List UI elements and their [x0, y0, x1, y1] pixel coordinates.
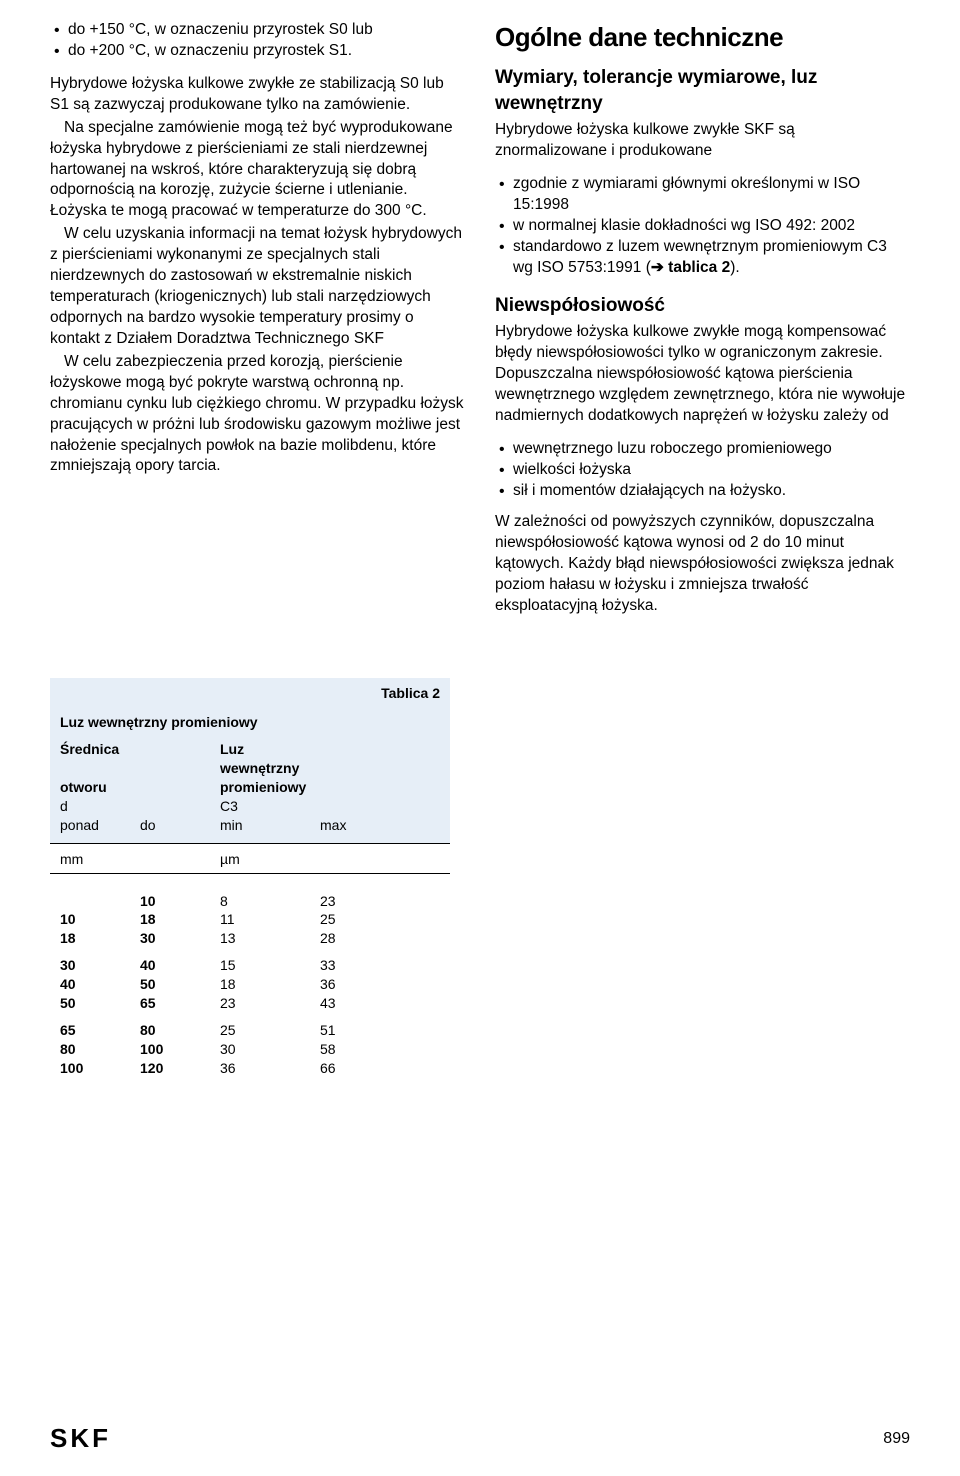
- paragraph: W celu uzyskania informacji na temat łoż…: [50, 224, 465, 350]
- right-bullets-a: zgodnie z wymiarami głównymi określonymi…: [495, 174, 910, 279]
- table-cell: 10: [140, 892, 220, 911]
- table-cell: 25: [220, 1021, 320, 1040]
- table-cell: 100: [140, 1040, 220, 1059]
- right-column: Ogólne dane techniczne Wymiary, toleranc…: [495, 20, 910, 618]
- col-header: Luz wewnętrzny: [220, 740, 320, 778]
- table-cell: 18: [220, 975, 320, 994]
- table-cell: 120: [140, 1059, 220, 1078]
- bullet-text-tail: ).: [730, 259, 739, 276]
- table-cell: 11: [220, 910, 320, 929]
- bullet-item: do +150 °C, w oznaczeniu przyrostek S0 l…: [50, 20, 465, 41]
- table-cell: 36: [220, 1059, 320, 1078]
- page-number: 899: [883, 1430, 910, 1448]
- table-cell: 18: [140, 910, 220, 929]
- section-heading: Ogólne dane techniczne: [495, 20, 910, 55]
- skf-logo: SKF: [50, 1423, 111, 1454]
- paragraph: W zależności od powyższych czynników, do…: [495, 512, 910, 617]
- table-row: 1001203666: [60, 1059, 440, 1078]
- subsection-heading: Wymiary, tolerancje wymiarowe, luz wewnę…: [495, 65, 910, 116]
- paragraph: Hybrydowe łożyska kulkowe zwykłe mogą ko…: [495, 322, 910, 427]
- right-bullets-b: wewnętrznego luzu roboczego promienioweg…: [495, 439, 910, 502]
- bullet-item: wewnętrznego luzu roboczego promienioweg…: [495, 439, 910, 460]
- table-row: 40501836: [60, 975, 440, 994]
- table-cell: [60, 892, 140, 911]
- table-group: 658025518010030581001203666: [60, 1021, 440, 1078]
- col-header: promieniowy: [220, 778, 320, 797]
- table-cell: 66: [320, 1059, 400, 1078]
- table-cell: 15: [220, 956, 320, 975]
- left-top-bullets: do +150 °C, w oznaczeniu przyrostek S0 l…: [50, 20, 465, 62]
- table-cell: 10: [60, 910, 140, 929]
- left-column: do +150 °C, w oznaczeniu przyrostek S0 l…: [50, 20, 465, 618]
- clearance-table: Tablica 2 Luz wewnętrzny promieniowy Śre…: [50, 678, 450, 1089]
- table-cell: 100: [60, 1059, 140, 1078]
- table-cell: 40: [60, 975, 140, 994]
- table-cell: 25: [320, 910, 400, 929]
- page-footer: SKF 899: [50, 1423, 910, 1454]
- table-cell: 51: [320, 1021, 400, 1040]
- table-data: 1082310181125183013283040153340501836506…: [50, 874, 450, 1090]
- table-cell: 8: [220, 892, 320, 911]
- bullet-item: zgodnie z wymiarami głównymi określonymi…: [495, 174, 910, 216]
- bullet-item: wielkości łożyska: [495, 460, 910, 481]
- paragraph: Hybrydowe łożyska kulkowe zwykłe ze stab…: [50, 74, 465, 116]
- table-cell: 23: [220, 994, 320, 1013]
- unit-mm: mm: [60, 850, 140, 869]
- col-header: otworu: [60, 778, 140, 797]
- table-cell: 40: [140, 956, 220, 975]
- table-cell: 80: [140, 1021, 220, 1040]
- table-cell: 30: [60, 956, 140, 975]
- table-row: 65802551: [60, 1021, 440, 1040]
- col-header: C3: [220, 797, 320, 816]
- table-cell: 30: [140, 929, 220, 948]
- table-cell: 50: [60, 994, 140, 1013]
- col-header: d: [60, 797, 140, 816]
- table-title: Luz wewnętrzny promieniowy: [60, 713, 258, 732]
- bullet-item: standardowo z luzem wewnętrznym promieni…: [495, 237, 910, 279]
- table-cell: 30: [220, 1040, 320, 1059]
- bullet-item: do +200 °C, w oznaczeniu przyrostek S1.: [50, 41, 465, 62]
- table-cell: 36: [320, 975, 400, 994]
- table-row: 10823: [60, 892, 440, 911]
- table-cell: 58: [320, 1040, 400, 1059]
- col-sub: ponad: [60, 816, 140, 835]
- table-label: Tablica 2: [50, 678, 450, 709]
- table-group: 108231018112518301328: [60, 892, 440, 949]
- table-row: 30401533: [60, 956, 440, 975]
- bullet-item: w normalnej klasie dokładności wg ISO 49…: [495, 216, 910, 237]
- table-cell: 23: [320, 892, 400, 911]
- col-sub: max: [320, 816, 400, 835]
- bullet-item: sił i momentów działających na łożysko.: [495, 481, 910, 502]
- table-cell: 43: [320, 994, 400, 1013]
- table-cell: 65: [60, 1021, 140, 1040]
- table-row: 10181125: [60, 910, 440, 929]
- table-row: 18301328: [60, 929, 440, 948]
- table-header-block: Luz wewnętrzny promieniowy Średnica Luz …: [50, 709, 450, 842]
- col-header: Średnica: [60, 740, 140, 778]
- unit-um: µm: [220, 850, 320, 869]
- col-sub: do: [140, 816, 220, 835]
- table-cell: 33: [320, 956, 400, 975]
- col-sub: min: [220, 816, 320, 835]
- table-cell: 13: [220, 929, 320, 948]
- table-units-row: mm µm: [50, 844, 450, 874]
- table-cell: 80: [60, 1040, 140, 1059]
- arrow-icon: ➔: [651, 259, 668, 276]
- table-row: 801003058: [60, 1040, 440, 1059]
- paragraph: Hybrydowe łożyska kulkowe zwykłe SKF są …: [495, 120, 910, 162]
- paragraph: Na specjalne zamówienie mogą też być wyp…: [50, 118, 465, 223]
- paragraph: W celu zabezpieczenia przed korozją, pie…: [50, 352, 465, 478]
- table-ref: tablica 2: [668, 259, 730, 276]
- table-group: 304015334050183650652343: [60, 956, 440, 1013]
- table-cell: 50: [140, 975, 220, 994]
- table-cell: 28: [320, 929, 400, 948]
- table-cell: 65: [140, 994, 220, 1013]
- table-cell: 18: [60, 929, 140, 948]
- subsection-heading: Niewspółosiowość: [495, 293, 910, 319]
- table-row: 50652343: [60, 994, 440, 1013]
